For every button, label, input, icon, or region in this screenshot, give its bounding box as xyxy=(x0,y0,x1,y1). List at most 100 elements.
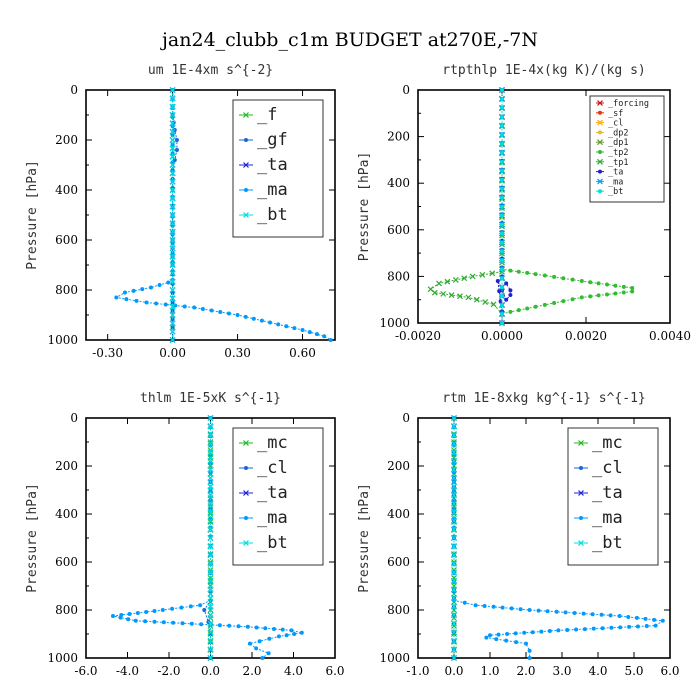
legend-marker xyxy=(598,189,602,194)
x-tick-label: 0.0 xyxy=(444,664,463,678)
data-point xyxy=(451,586,457,593)
data-point xyxy=(652,617,657,622)
data-point xyxy=(500,249,504,254)
data-point xyxy=(207,457,214,464)
legend-marker xyxy=(243,490,249,496)
data-point xyxy=(207,569,214,576)
data-point xyxy=(207,560,214,567)
data-point xyxy=(169,162,176,168)
data-point xyxy=(509,606,514,611)
data-point xyxy=(170,133,175,138)
data-point xyxy=(134,298,139,303)
data-point xyxy=(451,457,457,464)
data-point xyxy=(505,632,510,636)
data-point xyxy=(207,526,214,533)
data-point xyxy=(451,492,457,499)
x-tick-label: 0.0020 xyxy=(565,329,607,343)
data-point xyxy=(163,302,168,307)
y-tick-label: 600 xyxy=(387,555,410,569)
y-tick-label: 200 xyxy=(387,459,410,473)
data-point xyxy=(207,449,214,456)
y-tick-label: 600 xyxy=(55,555,78,569)
data-point xyxy=(500,159,504,164)
legend-box xyxy=(232,427,324,566)
data-point xyxy=(202,608,207,612)
data-point xyxy=(169,153,176,160)
data-point xyxy=(500,303,504,308)
data-point xyxy=(226,311,231,316)
data-point xyxy=(207,483,214,490)
data-point xyxy=(135,611,140,615)
data-point xyxy=(491,604,496,609)
legend-marker xyxy=(244,516,248,520)
data-point xyxy=(217,623,222,628)
data-point xyxy=(525,270,530,275)
series-bt xyxy=(207,415,214,661)
data-point xyxy=(436,280,442,287)
data-point xyxy=(451,629,457,636)
y-tick-label: 400 xyxy=(387,507,410,521)
data-point xyxy=(547,629,552,633)
x-tick-label: 1.0 xyxy=(480,664,499,678)
legend-marker xyxy=(597,158,603,165)
data-point xyxy=(500,177,504,182)
legend-marker xyxy=(578,440,584,446)
data-point xyxy=(170,325,175,330)
data-point xyxy=(171,620,176,625)
data-point xyxy=(588,294,593,299)
data-point xyxy=(451,475,457,481)
data-point xyxy=(500,267,504,272)
data-point xyxy=(570,277,575,282)
y-tick-label: 0 xyxy=(70,411,78,425)
data-point xyxy=(644,624,649,629)
data-point xyxy=(561,276,566,281)
data-point xyxy=(144,610,149,614)
legend-label: _cl xyxy=(592,458,623,478)
data-point xyxy=(500,168,504,173)
data-point xyxy=(451,577,457,584)
legend-marker xyxy=(243,112,249,118)
data-point xyxy=(617,614,622,618)
data-point xyxy=(292,326,297,331)
data-point xyxy=(189,621,194,626)
data-point xyxy=(144,300,149,305)
data-point xyxy=(495,279,500,284)
data-point xyxy=(200,307,205,311)
data-point xyxy=(643,616,648,621)
data-point xyxy=(169,220,176,227)
data-point xyxy=(170,606,175,611)
data-point xyxy=(451,552,457,559)
legend-marker xyxy=(244,138,248,142)
y-tick-label: 0 xyxy=(70,83,78,97)
data-point xyxy=(271,626,276,631)
data-point xyxy=(451,423,457,430)
data-point xyxy=(251,316,256,321)
legend-label: _ma xyxy=(592,508,623,528)
data-point xyxy=(169,87,176,93)
x-tick-label: 6.0 xyxy=(325,664,344,678)
y-tick-label: 800 xyxy=(387,603,410,617)
data-point xyxy=(451,603,457,610)
y-tick-label: 400 xyxy=(55,183,78,197)
x-tick-label: 0.0 xyxy=(201,664,220,678)
data-point xyxy=(247,641,252,646)
legend-label: _bt xyxy=(257,533,288,553)
y-tick-label: 0 xyxy=(402,83,410,97)
y-tick-label: 600 xyxy=(387,223,410,237)
data-point xyxy=(166,280,171,285)
data-point xyxy=(490,301,497,308)
data-point xyxy=(243,314,248,319)
data-point xyxy=(465,294,472,301)
data-point xyxy=(500,294,504,299)
legend-label: _ta xyxy=(608,168,623,178)
data-point xyxy=(169,170,176,177)
data-point xyxy=(207,423,214,430)
y-tick-label: 1000 xyxy=(379,651,410,665)
data-point xyxy=(169,270,176,277)
data-point xyxy=(114,295,119,300)
legend-label: _ma xyxy=(257,180,288,200)
data-point xyxy=(500,222,504,227)
data-point xyxy=(169,312,176,318)
data-point xyxy=(207,629,214,636)
legend-marker xyxy=(244,188,248,192)
